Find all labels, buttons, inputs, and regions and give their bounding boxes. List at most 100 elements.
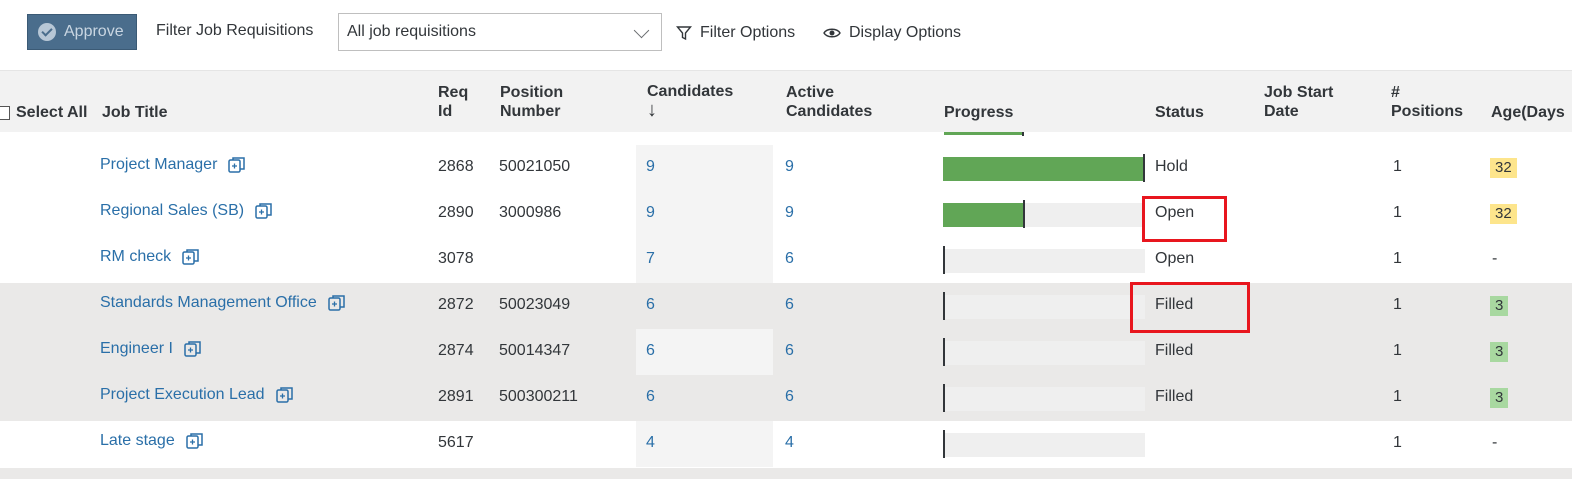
copy-requisition-icon[interactable] [275, 386, 295, 404]
filter-funnel-icon [676, 26, 692, 41]
positions-value: 1 [1393, 342, 1402, 359]
column-header-status[interactable]: Status [1155, 104, 1204, 121]
job-title-text: RM check [100, 248, 172, 265]
approve-button[interactable]: Approve [27, 14, 137, 50]
column-header-position-number[interactable]: Position Number [500, 84, 564, 120]
req-id-value: 2872 [438, 296, 474, 313]
table-header: Select All Job Title Req Id Position Numbe… [0, 70, 1572, 132]
filter-select-value: All job requisitions [347, 23, 476, 40]
age-value: - [1492, 434, 1498, 451]
chevron-down-icon [633, 22, 650, 39]
candidates-link[interactable]: 6 [646, 296, 655, 313]
column-header-active-candidates[interactable]: Active Candidates [786, 84, 873, 120]
table-row[interactable]: RM check 3078 7 6 Open 1 - [0, 237, 1572, 283]
highlight-box [1142, 196, 1227, 242]
select-all-checkbox[interactable]: Select All [0, 104, 87, 122]
copy-requisition-icon[interactable] [227, 156, 247, 174]
table-row[interactable]: Standards Management Office 2872 50023049 6… [0, 283, 1572, 329]
active-candidates-link[interactable]: 6 [785, 296, 794, 313]
progress-bar-fill [943, 203, 1023, 227]
job-title-link[interactable]: Late stage [100, 432, 205, 450]
status-value: Open [1155, 204, 1195, 221]
job-title-text: Regional Sales (SB) [100, 202, 245, 219]
progress-bar [943, 157, 1145, 181]
candidates-cell-bg [636, 191, 773, 237]
status-value: Filled [1155, 388, 1194, 405]
filter-options-label: Filter Options [700, 24, 796, 41]
age-badge: 32 [1490, 204, 1517, 224]
job-title-link[interactable]: Regional Sales (SB) [100, 202, 274, 220]
copy-requisition-icon[interactable] [181, 248, 201, 266]
candidates-link[interactable]: 6 [646, 388, 655, 405]
copy-requisition-icon[interactable] [185, 432, 205, 450]
age-badge: 3 [1490, 388, 1509, 408]
highlight-box [1130, 282, 1250, 333]
copy-requisition-icon[interactable] [254, 202, 274, 220]
column-header-positions[interactable]: # Positions [1391, 84, 1464, 120]
active-candidates-link[interactable]: 4 [785, 434, 794, 451]
copy-requisition-icon[interactable] [327, 294, 347, 312]
progress-bar [943, 387, 1145, 411]
filter-options-button[interactable]: Filter Options [676, 24, 795, 42]
copy-requisition-icon[interactable] [183, 340, 203, 358]
progress-bar [943, 433, 1145, 457]
progress-marker [1143, 154, 1145, 182]
job-title-link[interactable]: RM check [100, 248, 201, 266]
candidates-link[interactable]: 9 [646, 204, 655, 221]
toolbar: Approve Filter Job Requisitions All job … [0, 0, 1572, 70]
column-header-job-title[interactable]: Job Title [102, 104, 168, 121]
req-id-value: 2868 [438, 158, 474, 175]
job-title-text: Project Manager [100, 156, 218, 173]
progress-marker [943, 384, 945, 412]
table-row[interactable]: Late stage 5617 4 4 1 - [0, 421, 1572, 467]
column-header-age-days[interactable]: Age(Days [1491, 104, 1565, 121]
active-candidates-link[interactable]: 6 [785, 250, 794, 267]
column-header-candidates[interactable]: Candidates ↓ [647, 83, 734, 121]
age-value: - [1492, 250, 1498, 267]
display-options-label: Display Options [849, 24, 962, 41]
progress-marker [1023, 200, 1025, 228]
column-header-progress[interactable]: Progress [944, 104, 1014, 121]
display-options-button[interactable]: Display Options [823, 24, 961, 42]
select-all-label: Select All [16, 104, 88, 121]
age-badge: 3 [1490, 342, 1509, 362]
progress-bar [943, 203, 1145, 227]
table-row[interactable]: Regional Sales (SB) 2890 3000986 9 9 Open 1 32 [0, 191, 1572, 237]
candidates-cell-bg [636, 421, 773, 467]
status-value: Hold [1155, 158, 1188, 175]
candidates-cell-bg [636, 237, 773, 283]
status-value: Open [1155, 250, 1195, 267]
table-row[interactable]: Project Execution Lead 2891 500300211 6 6 Fil… [0, 375, 1572, 421]
positions-value: 1 [1393, 250, 1402, 267]
progress-bar [943, 295, 1145, 319]
active-candidates-link[interactable]: 9 [785, 158, 794, 175]
job-title-link[interactable]: Project Manager [100, 156, 247, 174]
filter-job-requisitions-select[interactable]: All job requisitions [338, 13, 662, 51]
candidates-link[interactable]: 4 [646, 434, 655, 451]
candidates-link[interactable]: 6 [646, 342, 655, 359]
table-row[interactable]: Engineer I 2874 50014347 6 6 Filled 1 3 [0, 329, 1572, 375]
age-badge: 3 [1490, 296, 1509, 316]
req-id-value: 2891 [438, 388, 474, 405]
req-id-value: 3078 [438, 250, 474, 267]
active-candidates-link[interactable]: 6 [785, 388, 794, 405]
progress-marker [1022, 132, 1024, 136]
column-header-req-id[interactable]: Req Id [438, 84, 469, 120]
table-row[interactable]: Project Manager 2868 50021050 9 9 Hold 1 32 [0, 145, 1572, 191]
progress-marker [943, 430, 945, 458]
req-id-value: 5617 [438, 434, 474, 451]
job-title-text: Engineer I [100, 340, 173, 357]
job-title-link[interactable]: Engineer I [100, 340, 203, 358]
approve-label: Approve [64, 23, 124, 40]
column-header-job-start-date[interactable]: Job Start Date [1264, 84, 1334, 120]
job-title-link[interactable]: Project Execution Lead [100, 386, 295, 404]
candidates-link[interactable]: 9 [646, 158, 655, 175]
active-candidates-link[interactable]: 6 [785, 342, 794, 359]
active-candidates-link[interactable]: 9 [785, 204, 794, 221]
positions-value: 1 [1393, 204, 1402, 221]
positions-value: 1 [1393, 434, 1402, 451]
sort-descending-icon: ↓ [647, 99, 657, 121]
req-id-value: 2874 [438, 342, 474, 359]
job-title-link[interactable]: Standards Management Office [100, 294, 347, 312]
candidates-link[interactable]: 7 [646, 250, 655, 267]
